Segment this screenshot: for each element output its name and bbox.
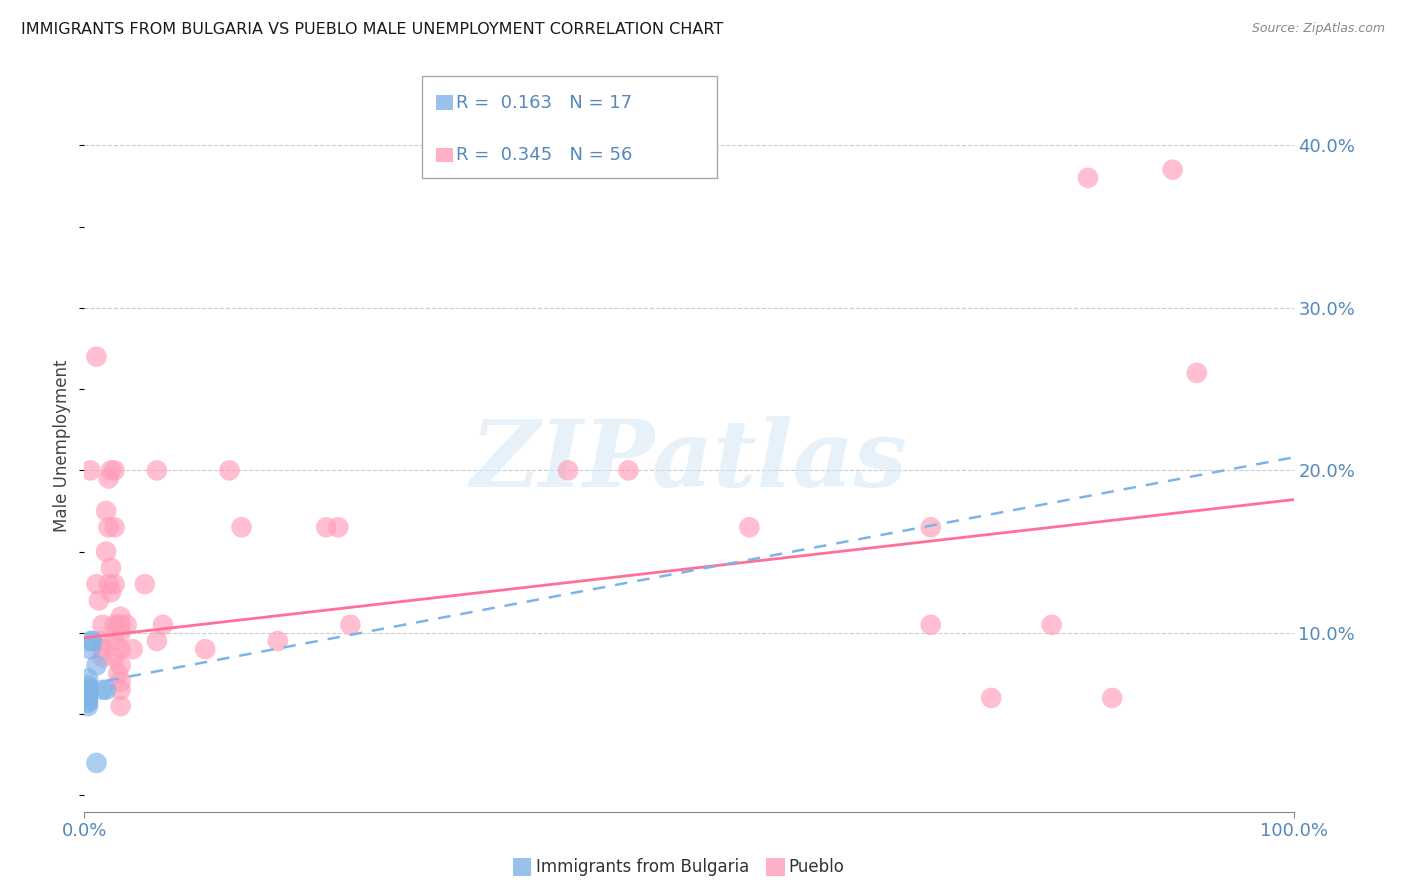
Point <box>94 682 117 697</box>
Point <box>146 634 169 648</box>
Point <box>315 520 337 534</box>
Point <box>104 634 127 648</box>
Point <box>110 682 132 697</box>
Point <box>218 463 240 477</box>
Point <box>91 682 114 697</box>
Point <box>738 520 761 534</box>
Point <box>97 471 120 485</box>
Point <box>87 593 110 607</box>
Point <box>86 577 108 591</box>
Point <box>97 520 120 534</box>
Point <box>134 577 156 591</box>
Point <box>86 350 108 364</box>
Point <box>77 688 100 702</box>
Point <box>1185 366 1208 380</box>
Point <box>77 682 100 697</box>
Text: Pueblo: Pueblo <box>789 858 845 876</box>
Point <box>104 650 127 665</box>
Point <box>231 520 253 534</box>
Point <box>86 756 108 770</box>
Point <box>100 561 122 575</box>
Point <box>920 520 942 534</box>
Point <box>1161 162 1184 177</box>
Point <box>107 617 129 632</box>
Point <box>94 544 117 558</box>
Point <box>91 634 114 648</box>
Point <box>79 634 101 648</box>
Point <box>100 463 122 477</box>
Point <box>1101 690 1123 705</box>
Text: R =  0.163   N = 17: R = 0.163 N = 17 <box>456 94 633 112</box>
Point <box>77 694 100 708</box>
Point <box>77 699 100 714</box>
Point <box>94 504 117 518</box>
Point <box>104 520 127 534</box>
Point <box>77 690 100 705</box>
Point <box>339 617 361 632</box>
Text: IMMIGRANTS FROM BULGARIA VS PUEBLO MALE UNEMPLOYMENT CORRELATION CHART: IMMIGRANTS FROM BULGARIA VS PUEBLO MALE … <box>21 22 723 37</box>
Point <box>79 463 101 477</box>
Point <box>77 686 100 700</box>
Point <box>82 634 104 648</box>
Point <box>1040 617 1063 632</box>
Point <box>328 520 350 534</box>
Point <box>1077 170 1099 185</box>
Point <box>110 626 132 640</box>
Text: R =  0.345   N = 56: R = 0.345 N = 56 <box>456 146 633 164</box>
Point <box>104 577 127 591</box>
Point <box>121 642 143 657</box>
Point <box>104 463 127 477</box>
Point <box>110 674 132 689</box>
Text: ZIPatlas: ZIPatlas <box>471 416 907 506</box>
Point <box>557 463 579 477</box>
Point <box>77 696 100 710</box>
Point <box>980 690 1002 705</box>
Point <box>115 617 138 632</box>
Point <box>104 617 127 632</box>
Point <box>146 463 169 477</box>
Y-axis label: Male Unemployment: Male Unemployment <box>53 359 72 533</box>
Point <box>617 463 640 477</box>
Point <box>79 642 101 657</box>
Point <box>110 609 132 624</box>
Point <box>91 650 114 665</box>
Point <box>110 617 132 632</box>
Point <box>77 672 100 686</box>
Point <box>91 617 114 632</box>
Point <box>110 642 132 657</box>
Point <box>77 678 100 692</box>
Point <box>920 617 942 632</box>
Text: Immigrants from Bulgaria: Immigrants from Bulgaria <box>536 858 749 876</box>
Point <box>152 617 174 632</box>
Text: Source: ZipAtlas.com: Source: ZipAtlas.com <box>1251 22 1385 36</box>
Point <box>97 577 120 591</box>
Point <box>91 642 114 657</box>
Point <box>107 666 129 681</box>
Point <box>194 642 217 657</box>
Point <box>77 681 100 696</box>
Point <box>110 658 132 673</box>
Point <box>267 634 290 648</box>
Point <box>110 699 132 714</box>
Point <box>86 658 108 673</box>
Point <box>100 585 122 599</box>
